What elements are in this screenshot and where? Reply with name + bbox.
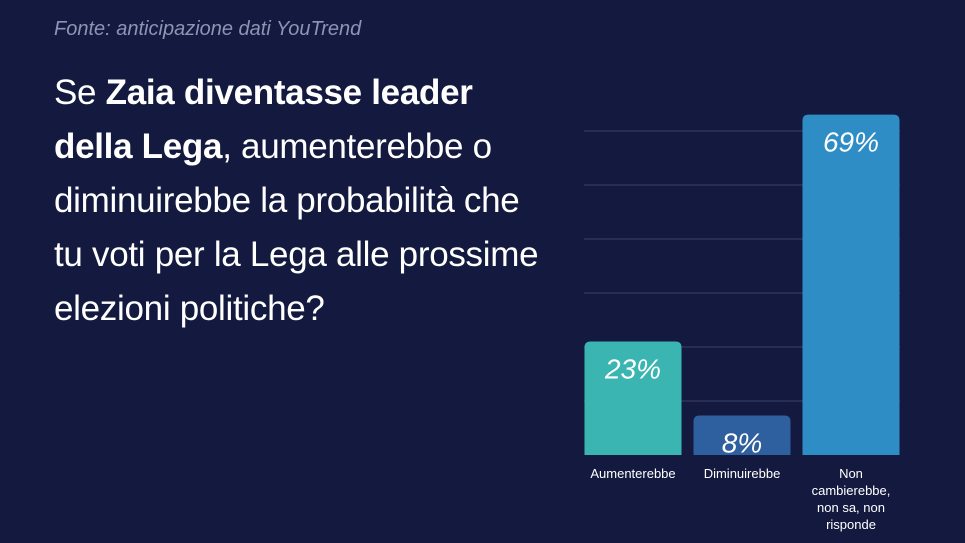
question-part-3: , aumenterebbe o diminuirebbe la probabi…: [54, 127, 539, 328]
category-label-1: Diminuirebbe: [704, 466, 781, 481]
value-label-2: 69%: [823, 127, 879, 158]
question-part-bold: Zaia diventasse leader della Lega: [54, 73, 473, 166]
bar-0: [584, 341, 682, 455]
source-note: Fonte: anticipazione dati YouTrend: [54, 18, 362, 40]
question-part-1: Se: [54, 73, 106, 112]
bar-2: [802, 114, 900, 455]
value-label-0: 23%: [604, 354, 661, 385]
category-label-2: Non cambierebbe, non sa, non risponde: [812, 466, 891, 532]
question-text: Se Zaia diventasse leader della Lega, au…: [54, 66, 554, 336]
value-label-1: 8%: [722, 428, 762, 459]
category-label-0: Aumenterebbe: [590, 466, 675, 481]
bar-1: [693, 415, 791, 455]
